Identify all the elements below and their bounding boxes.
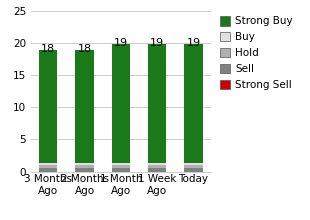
Bar xyxy=(112,165,130,168)
Text: 19: 19 xyxy=(114,38,128,48)
Bar xyxy=(76,165,94,168)
Legend: Strong Buy, Buy, Hold, Sell, Strong Sell: Strong Buy, Buy, Hold, Sell, Strong Sell xyxy=(219,16,293,90)
Bar xyxy=(184,165,203,168)
Bar xyxy=(39,165,57,168)
Bar xyxy=(112,44,130,163)
Text: 18: 18 xyxy=(78,44,92,54)
Bar xyxy=(39,168,57,172)
Text: 18: 18 xyxy=(41,44,55,54)
Text: 19: 19 xyxy=(187,38,201,48)
Bar xyxy=(148,168,166,172)
Bar xyxy=(184,168,203,172)
Bar xyxy=(39,50,57,163)
Bar xyxy=(76,50,94,163)
Bar xyxy=(148,163,166,165)
Bar xyxy=(112,163,130,165)
Bar xyxy=(76,163,94,165)
Bar xyxy=(148,165,166,168)
Bar xyxy=(148,44,166,163)
Bar xyxy=(112,168,130,172)
Bar xyxy=(184,44,203,163)
Bar xyxy=(39,163,57,165)
Bar xyxy=(184,163,203,165)
Text: 19: 19 xyxy=(150,38,164,48)
Bar xyxy=(76,168,94,172)
